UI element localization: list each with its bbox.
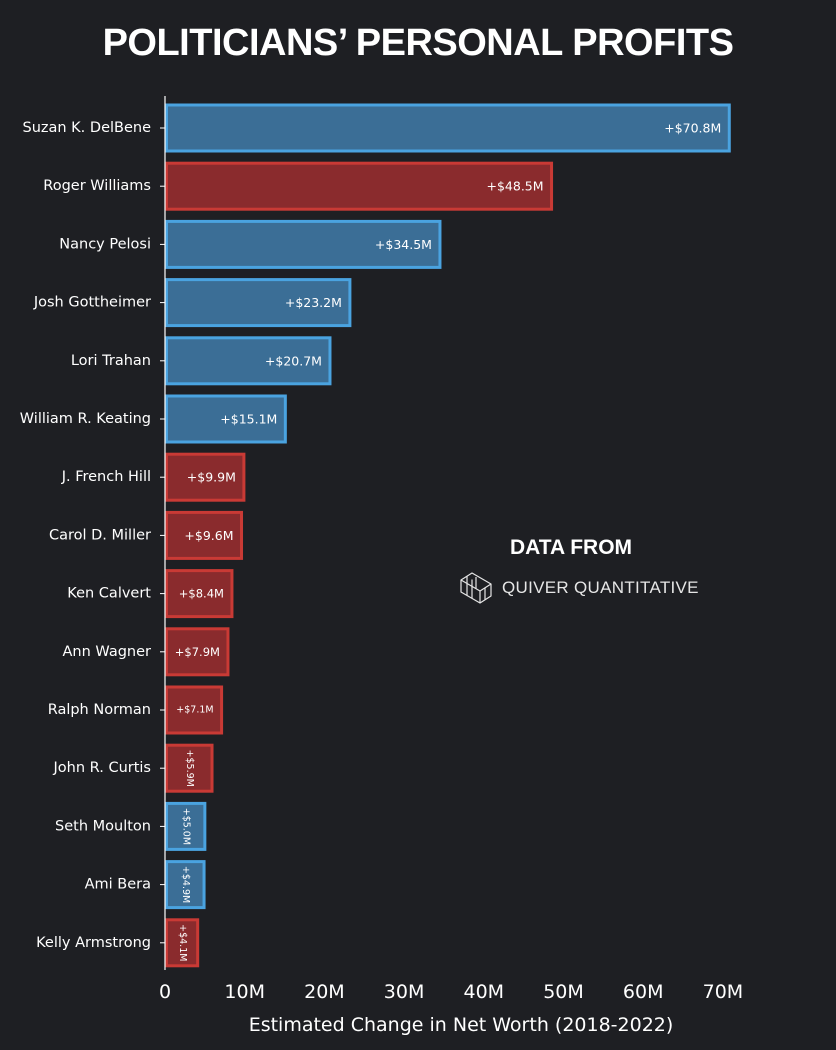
bar-value-label: +$8.4M: [179, 587, 224, 601]
bar-value-label: +$7.1M: [176, 705, 213, 716]
bar-value-label: +$4.1M: [177, 924, 188, 961]
bars-layer: [165, 103, 731, 968]
y-tick-label: Lori Trahan: [71, 353, 151, 369]
bar-value-label: +$4.9M: [180, 866, 191, 903]
y-tick-label: Ralph Norman: [48, 702, 151, 718]
watermark-brand-name: QUIVER QUANTITATIVE: [502, 578, 699, 597]
chart-title: POLITICIANS’ PERSONAL PROFITS: [102, 22, 734, 64]
x-tick-label: 60M: [623, 981, 664, 1003]
bar-value-label: +$34.5M: [375, 237, 432, 252]
x-tick-label: 20M: [304, 981, 345, 1003]
y-tick-label: Nancy Pelosi: [59, 236, 151, 252]
y-tick-label: Josh Gottheimer: [33, 295, 151, 311]
x-tick-label: 40M: [464, 981, 505, 1003]
bar: [165, 627, 230, 677]
category-labels-layer: Suzan K. DelBene Roger Williams Nancy Pelo…: [20, 120, 152, 951]
y-tick-label: John R. Curtis: [53, 760, 151, 776]
quiver-cube-logo-icon: [460, 572, 492, 604]
y-tick-label: Carol D. Miller: [49, 527, 151, 543]
bar-value-label: +$9.6M: [184, 528, 233, 543]
bar-value-label: +$5.0M: [180, 808, 191, 845]
axes-layer: 0 10M 20M 30M 40M 50M 60M 70M: [159, 96, 743, 1003]
bar: [165, 685, 224, 735]
bar: [165, 219, 442, 269]
bar: [165, 569, 234, 619]
bar-value-label: +$70.8M: [664, 121, 721, 136]
y-tick-label: Ami Bera: [85, 877, 151, 893]
bar: [165, 801, 207, 851]
bar-value-label: +$48.5M: [486, 179, 543, 194]
bar: [165, 452, 246, 502]
x-tick-label: 70M: [703, 981, 744, 1003]
y-tick-label: Roger Williams: [43, 178, 151, 194]
y-tick-label: Suzan K. DelBene: [22, 120, 151, 136]
bar: [165, 278, 352, 328]
value-labels-layer: +$70.8M +$48.5M +$34.5M +$23.2M +$20.7M +$15.…: [175, 121, 721, 962]
y-tick-label: William R. Keating: [20, 411, 151, 427]
bar-value-label: +$9.9M: [187, 470, 236, 485]
bar-value-label: +$7.9M: [175, 645, 220, 659]
bar: [165, 336, 332, 386]
bar-value-label: +$5.9M: [184, 750, 195, 787]
bar-value-label: +$15.1M: [220, 412, 277, 427]
x-axis-label: Estimated Change in Net Worth (2018-2022…: [249, 1014, 674, 1036]
bar: [165, 860, 206, 910]
y-tick-label: Seth Moulton: [55, 818, 151, 834]
bar: [165, 161, 554, 211]
watermark-brand: QUIVER QUANTITATIVE: [458, 570, 699, 606]
x-tick-label: 50M: [543, 981, 584, 1003]
bar-value-label: +$23.2M: [285, 295, 342, 310]
x-tick-label: 30M: [384, 981, 425, 1003]
watermark-heading: DATA FROM: [509, 536, 633, 559]
y-tick-label: Ken Calvert: [67, 586, 151, 602]
bar: [165, 394, 287, 444]
bar-value-label: +$20.7M: [265, 353, 322, 368]
bar: [165, 103, 731, 153]
bar: [165, 743, 214, 793]
x-tick-label: 0: [159, 981, 171, 1003]
bar: [165, 918, 200, 968]
bar: [165, 510, 244, 560]
x-tick-label: 10M: [224, 981, 265, 1003]
y-tick-label: J. French Hill: [61, 469, 151, 485]
y-tick-label: Kelly Armstrong: [36, 935, 151, 951]
y-tick-label: Ann Wagner: [63, 644, 152, 660]
